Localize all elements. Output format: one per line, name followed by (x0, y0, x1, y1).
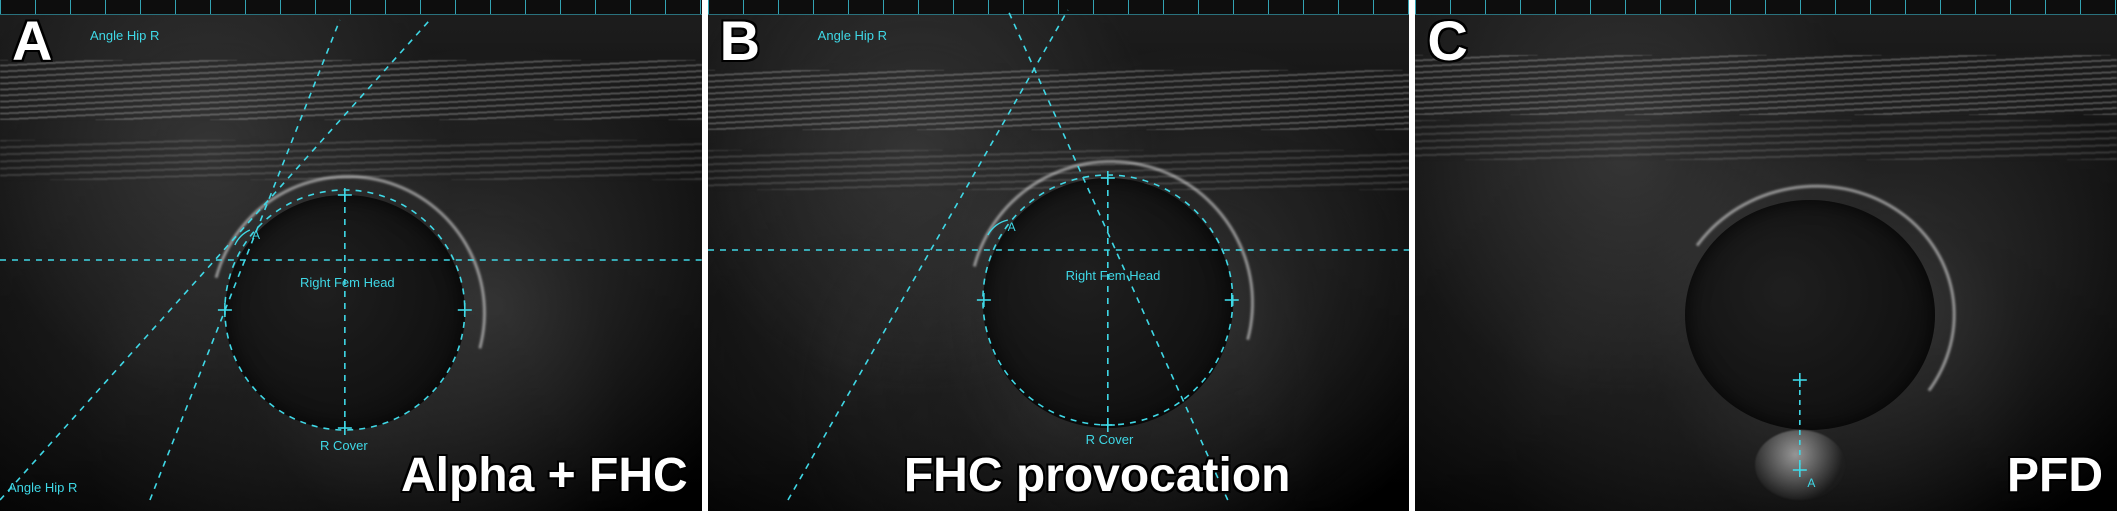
measurement-overlay-c (1415, 0, 2117, 511)
caliper-cross (1793, 463, 1807, 477)
angle-arc (235, 230, 250, 245)
measurement-overlay-a (0, 0, 702, 511)
caliper-cross (1793, 373, 1807, 387)
panel-letter: B (720, 8, 760, 73)
angle-arc (988, 220, 1008, 235)
ultrasound-figure: Angle Hip R Angle Hip R Right Fem Head R… (0, 0, 2117, 511)
angle-label-top: Angle Hip R (818, 28, 887, 43)
pfd-letter: A (1807, 476, 1815, 490)
r-cover-label: R Cover (1086, 432, 1134, 447)
caliper-cross (338, 188, 352, 202)
femoral-head-circle (225, 190, 465, 430)
caliper-cross (977, 293, 991, 307)
angle-letter: A (252, 228, 260, 242)
panel-b: Angle Hip R Right Fem Head R Cover A B F… (708, 0, 1410, 511)
caliper-cross (218, 303, 232, 317)
panel-c: A C PFD (1415, 0, 2117, 511)
alpha-angle-line-2 (1008, 10, 1228, 500)
caliper-cross (458, 303, 472, 317)
caliper-cross (338, 421, 352, 435)
measurement-overlay-b (708, 0, 1410, 511)
r-cover-label: R Cover (320, 438, 368, 453)
fem-head-label: Right Fem Head (1066, 268, 1161, 283)
caliper-cross (1100, 171, 1114, 185)
panel-caption: Alpha + FHC (401, 448, 688, 503)
panel-a: Angle Hip R Angle Hip R Right Fem Head R… (0, 0, 702, 511)
alpha-angle-line-1 (788, 10, 1068, 500)
panel-caption: PFD (2007, 448, 2103, 503)
angle-letter: A (1008, 220, 1016, 234)
panel-caption: FHC provocation (904, 448, 1291, 503)
angle-label-top: Angle Hip R (90, 28, 159, 43)
caliper-cross (1100, 418, 1114, 432)
angle-label-bottom: Angle Hip R (8, 480, 77, 495)
panel-letter: A (12, 8, 52, 73)
fem-head-label: Right Fem Head (300, 275, 395, 290)
caliper-cross (1224, 293, 1238, 307)
panel-letter: C (1427, 8, 1467, 73)
